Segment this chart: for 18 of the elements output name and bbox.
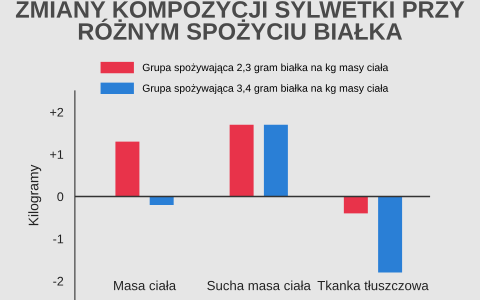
x-tick-label: Tkanka tłuszczowa bbox=[318, 280, 429, 290]
y-tick-label: -2 bbox=[53, 276, 64, 286]
y-tick-label: +2 bbox=[50, 108, 64, 117]
legend-label: Grupa spożywająca 3,4 gram białka na kg masy ciała bbox=[142, 84, 388, 94]
bar bbox=[230, 124, 254, 197]
bar bbox=[264, 124, 288, 197]
bar bbox=[344, 196, 368, 214]
chart-title: ZMIANY KOMPOZYCJI SYLWETKI PRZY RÓŻNYM SPOŻYCIU BIAŁKA bbox=[16, 1, 464, 40]
y-tick-label: -1 bbox=[53, 234, 64, 244]
bar bbox=[115, 142, 140, 197]
x-tick-label: Masa ciała bbox=[114, 280, 176, 290]
y-tick-label: +1 bbox=[50, 150, 64, 159]
y-tick-label: 0 bbox=[57, 192, 64, 202]
x-tick-label: Sucha masa ciała bbox=[207, 280, 311, 290]
bar bbox=[378, 196, 402, 273]
legend-label: Grupa spożywająca 2,3 gram białka na kg masy ciała bbox=[142, 63, 388, 74]
y-axis-title: Kilogramy bbox=[28, 164, 42, 226]
bar bbox=[150, 196, 174, 205]
